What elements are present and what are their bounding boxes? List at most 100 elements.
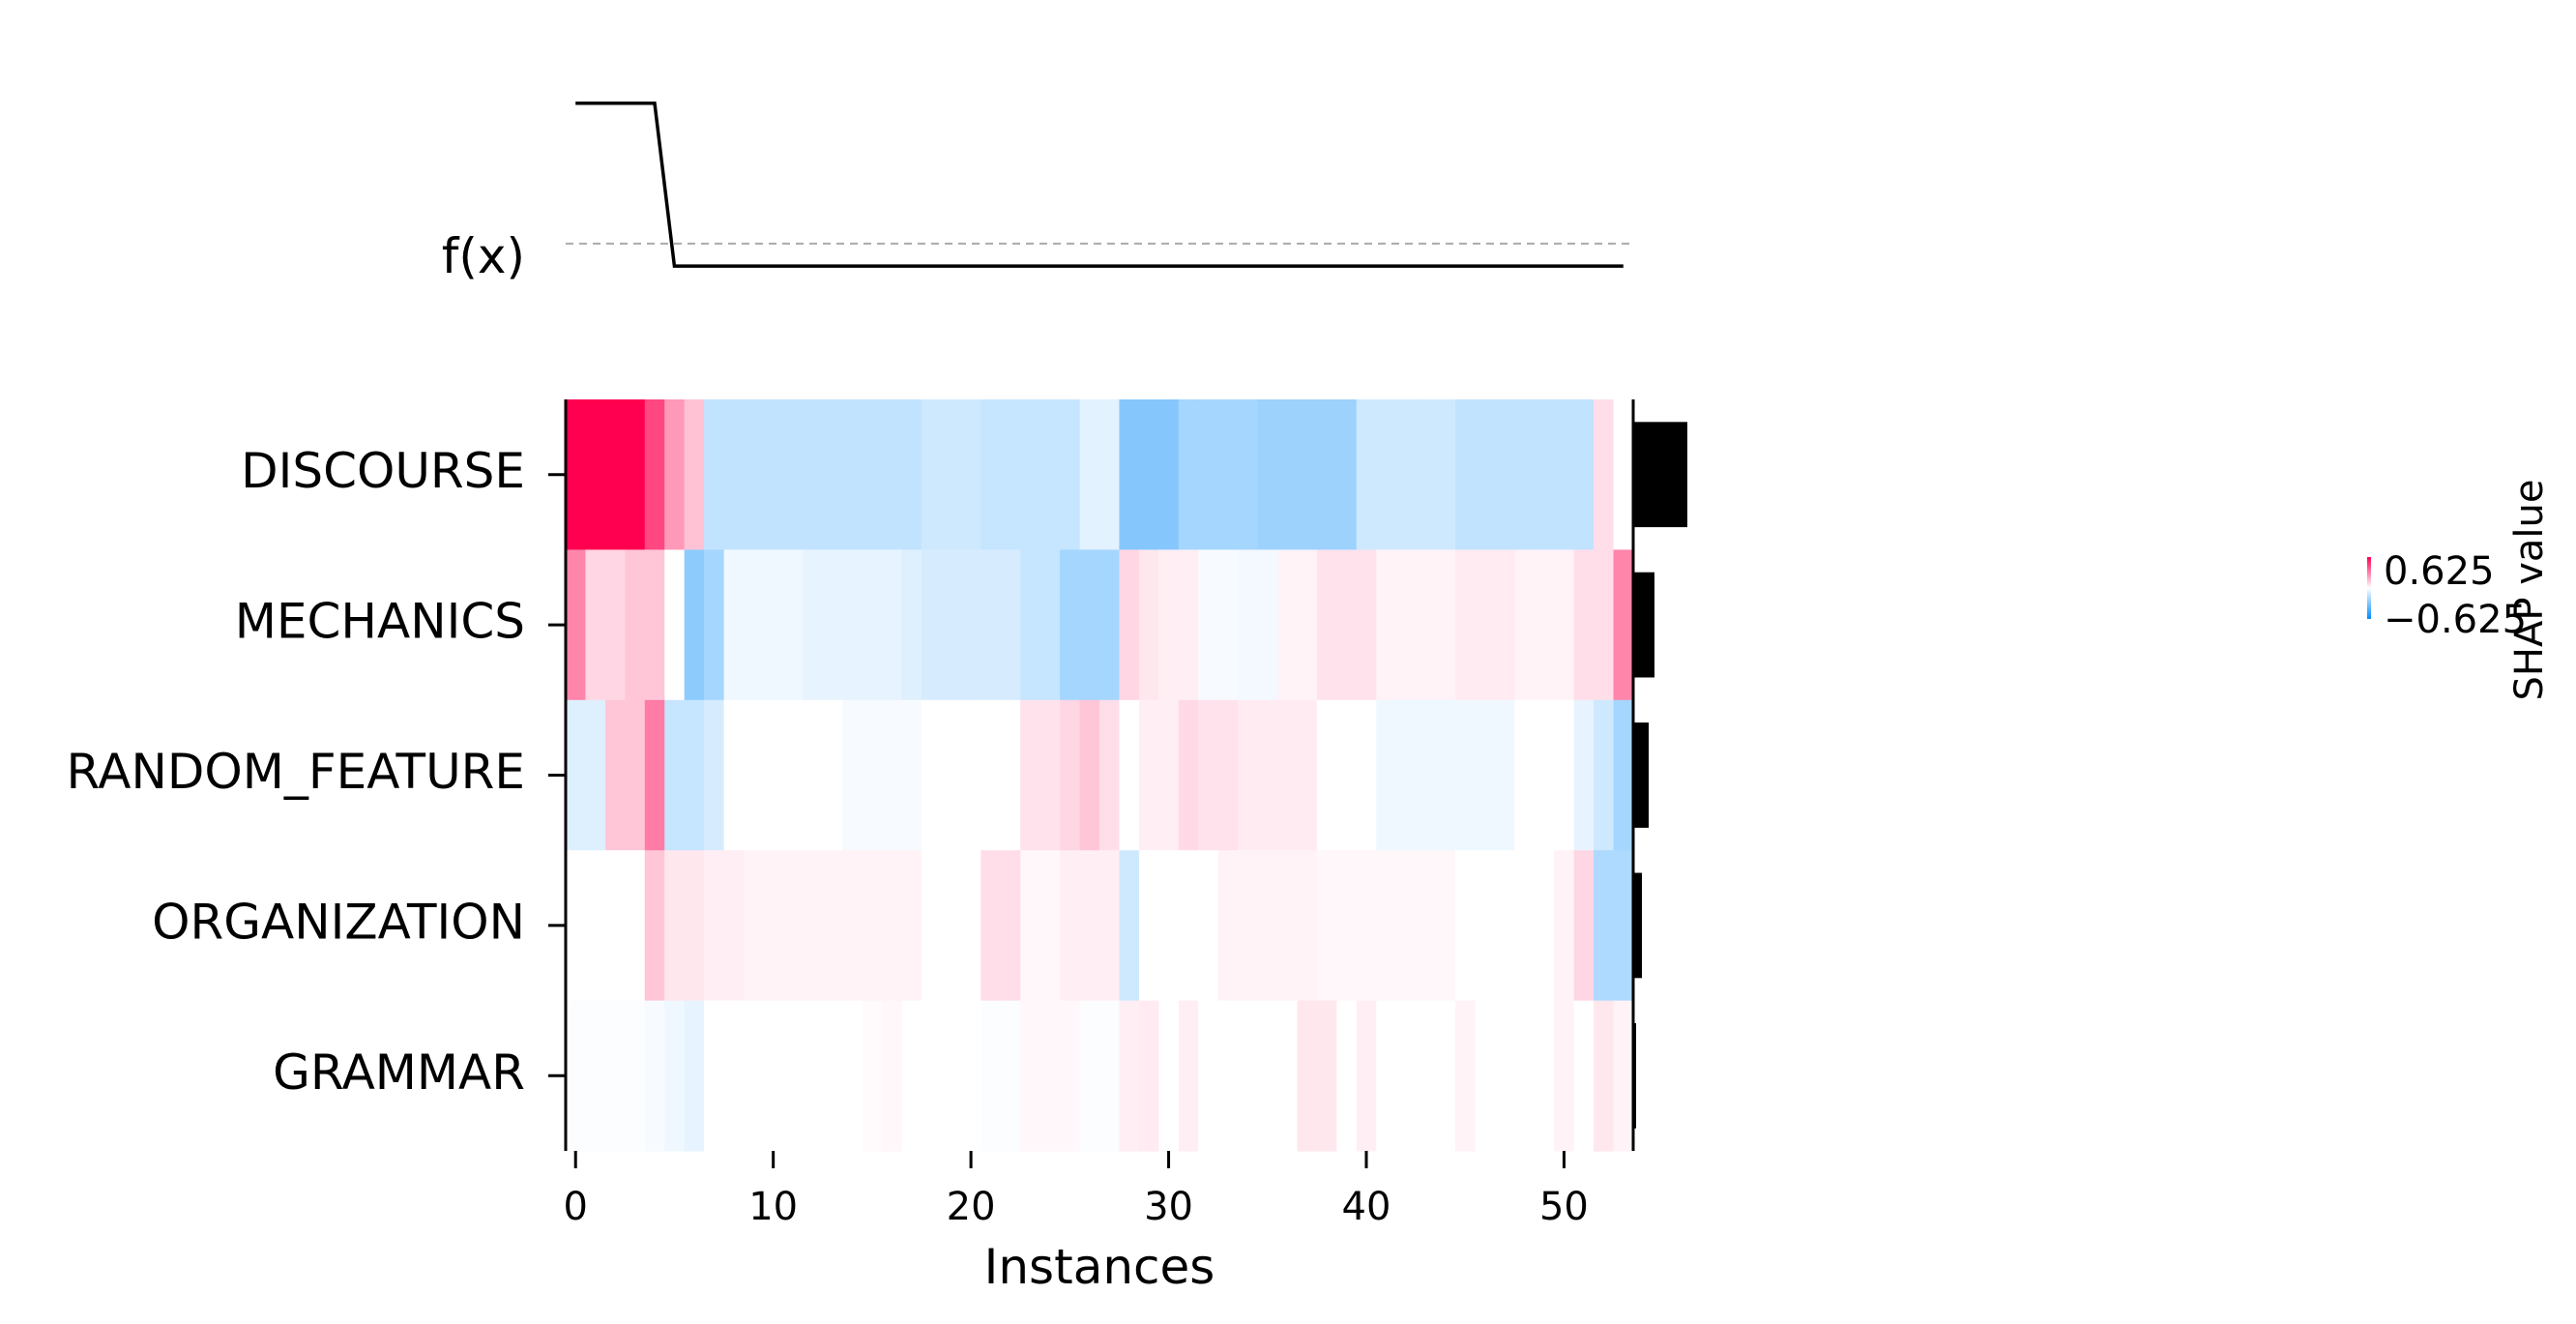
feature-label: RANDOM_FEATURE <box>67 744 525 800</box>
heatmap-cell <box>625 399 646 550</box>
mean-abs-bar <box>1634 722 1649 828</box>
fx-panel: f(x) <box>442 102 1633 284</box>
heatmap-cell <box>1257 1000 1278 1152</box>
heatmap-cell <box>1475 1000 1496 1152</box>
heatmap-cell <box>1395 399 1417 550</box>
heatmap-cell <box>1099 1000 1121 1152</box>
heatmap-cell <box>1277 699 1299 851</box>
fx-series-line <box>575 102 1624 268</box>
heatmap-cell <box>1060 1000 1081 1152</box>
heatmap-cell <box>744 1000 765 1152</box>
heatmap-cell <box>1336 699 1358 851</box>
heatmap-cell <box>960 699 981 851</box>
heatmap-cell <box>1060 549 1081 701</box>
heatmap-cell <box>882 399 903 550</box>
heatmap-cell <box>1138 699 1159 851</box>
heatmap-cell <box>1198 1000 1219 1152</box>
mean-abs-shap-bars <box>1634 422 1687 1129</box>
heatmap-cell <box>782 699 804 851</box>
heatmap-cell <box>862 549 883 701</box>
heatmap-cell <box>604 549 626 701</box>
heatmap-cell <box>1238 1000 1259 1152</box>
heatmap-cell <box>960 1000 981 1152</box>
heatmap-cell <box>1475 699 1496 851</box>
heatmap-cell <box>704 850 725 1002</box>
heatmap-cell <box>1217 699 1239 851</box>
heatmap-cell <box>664 549 686 701</box>
heatmap-cell <box>1079 850 1100 1002</box>
heatmap-cell <box>1395 1000 1417 1152</box>
heatmap-cell <box>1613 399 1634 550</box>
heatmap-cell <box>1198 549 1219 701</box>
heatmap-cell <box>1435 399 1456 550</box>
heatmap-cell <box>566 1000 587 1152</box>
x-tick-label: 0 <box>563 1185 587 1229</box>
heatmap-cell <box>981 850 1002 1002</box>
heatmap-cell <box>1316 850 1337 1002</box>
heatmap-cell <box>882 549 903 701</box>
heatmap-cell <box>763 1000 784 1152</box>
heatmap-cell <box>1138 399 1159 550</box>
heatmap-cell <box>922 399 943 550</box>
heatmap-cell <box>723 1000 745 1152</box>
x-tick-label: 40 <box>1342 1185 1391 1229</box>
heatmap-cell <box>1297 1000 1318 1152</box>
heatmap-cell <box>901 1000 922 1152</box>
heatmap-cell <box>941 699 962 851</box>
heatmap-cell <box>1158 850 1180 1002</box>
heatmap-cell <box>1178 399 1199 550</box>
heatmap-cell <box>644 549 665 701</box>
heatmap-cell <box>1217 399 1239 550</box>
heatmap-cell <box>901 399 922 550</box>
heatmap-cell <box>1573 399 1595 550</box>
feature-label: ORGANIZATION <box>152 894 525 950</box>
heatmap-cell <box>1435 699 1456 851</box>
heatmap-cell <box>1277 399 1299 550</box>
x-tick-label: 50 <box>1539 1185 1589 1229</box>
heatmap-cell <box>1336 1000 1358 1152</box>
heatmap-cell <box>585 399 606 550</box>
heatmap-cell <box>822 850 843 1002</box>
heatmap-cell <box>1079 399 1100 550</box>
heatmap-cell <box>1356 850 1377 1002</box>
feature-label: DISCOURSE <box>241 443 525 499</box>
heatmap-cell <box>782 399 804 550</box>
heatmap-cell <box>782 850 804 1002</box>
heatmap-cell <box>1455 549 1477 701</box>
heatmap-cell <box>1158 549 1180 701</box>
heatmap-cell <box>1178 699 1199 851</box>
heatmap-cell <box>803 699 824 851</box>
heatmap-cell <box>1000 399 1021 550</box>
heatmap-cell <box>1455 399 1477 550</box>
heatmap-cell <box>1494 549 1515 701</box>
heatmap-cell <box>1297 699 1318 851</box>
heatmap-cell <box>1514 399 1536 550</box>
heatmap-cell <box>901 549 922 701</box>
heatmap-cell <box>842 1000 864 1152</box>
heatmap-cell <box>1395 549 1417 701</box>
heatmap-cell <box>1119 399 1140 550</box>
heatmap-cell <box>1000 1000 1021 1152</box>
heatmap-cell <box>664 850 686 1002</box>
heatmap-cell <box>1613 850 1634 1002</box>
heatmap-cell <box>664 699 686 851</box>
heatmap-cell <box>1514 850 1536 1002</box>
heatmap-cell <box>1277 1000 1299 1152</box>
heatmap-cell <box>1099 699 1121 851</box>
heatmap-cell <box>1297 850 1318 1002</box>
heatmap-cell <box>941 549 962 701</box>
heatmap-cell <box>1198 699 1219 851</box>
heatmap-cell <box>1119 699 1140 851</box>
heatmap-cell <box>822 549 843 701</box>
mean-abs-bar <box>1634 572 1654 678</box>
heatmap-cell <box>842 850 864 1002</box>
heatmap-cell <box>960 549 981 701</box>
heatmap-cell <box>1158 1000 1180 1152</box>
heatmap-cell <box>1079 549 1100 701</box>
heatmap-cell <box>1455 699 1477 851</box>
heatmap-cell <box>566 549 587 701</box>
heatmap-cell <box>566 699 587 851</box>
heatmap-cell <box>1534 699 1555 851</box>
heatmap-cell <box>1554 399 1575 550</box>
heatmap-cell <box>585 699 606 851</box>
